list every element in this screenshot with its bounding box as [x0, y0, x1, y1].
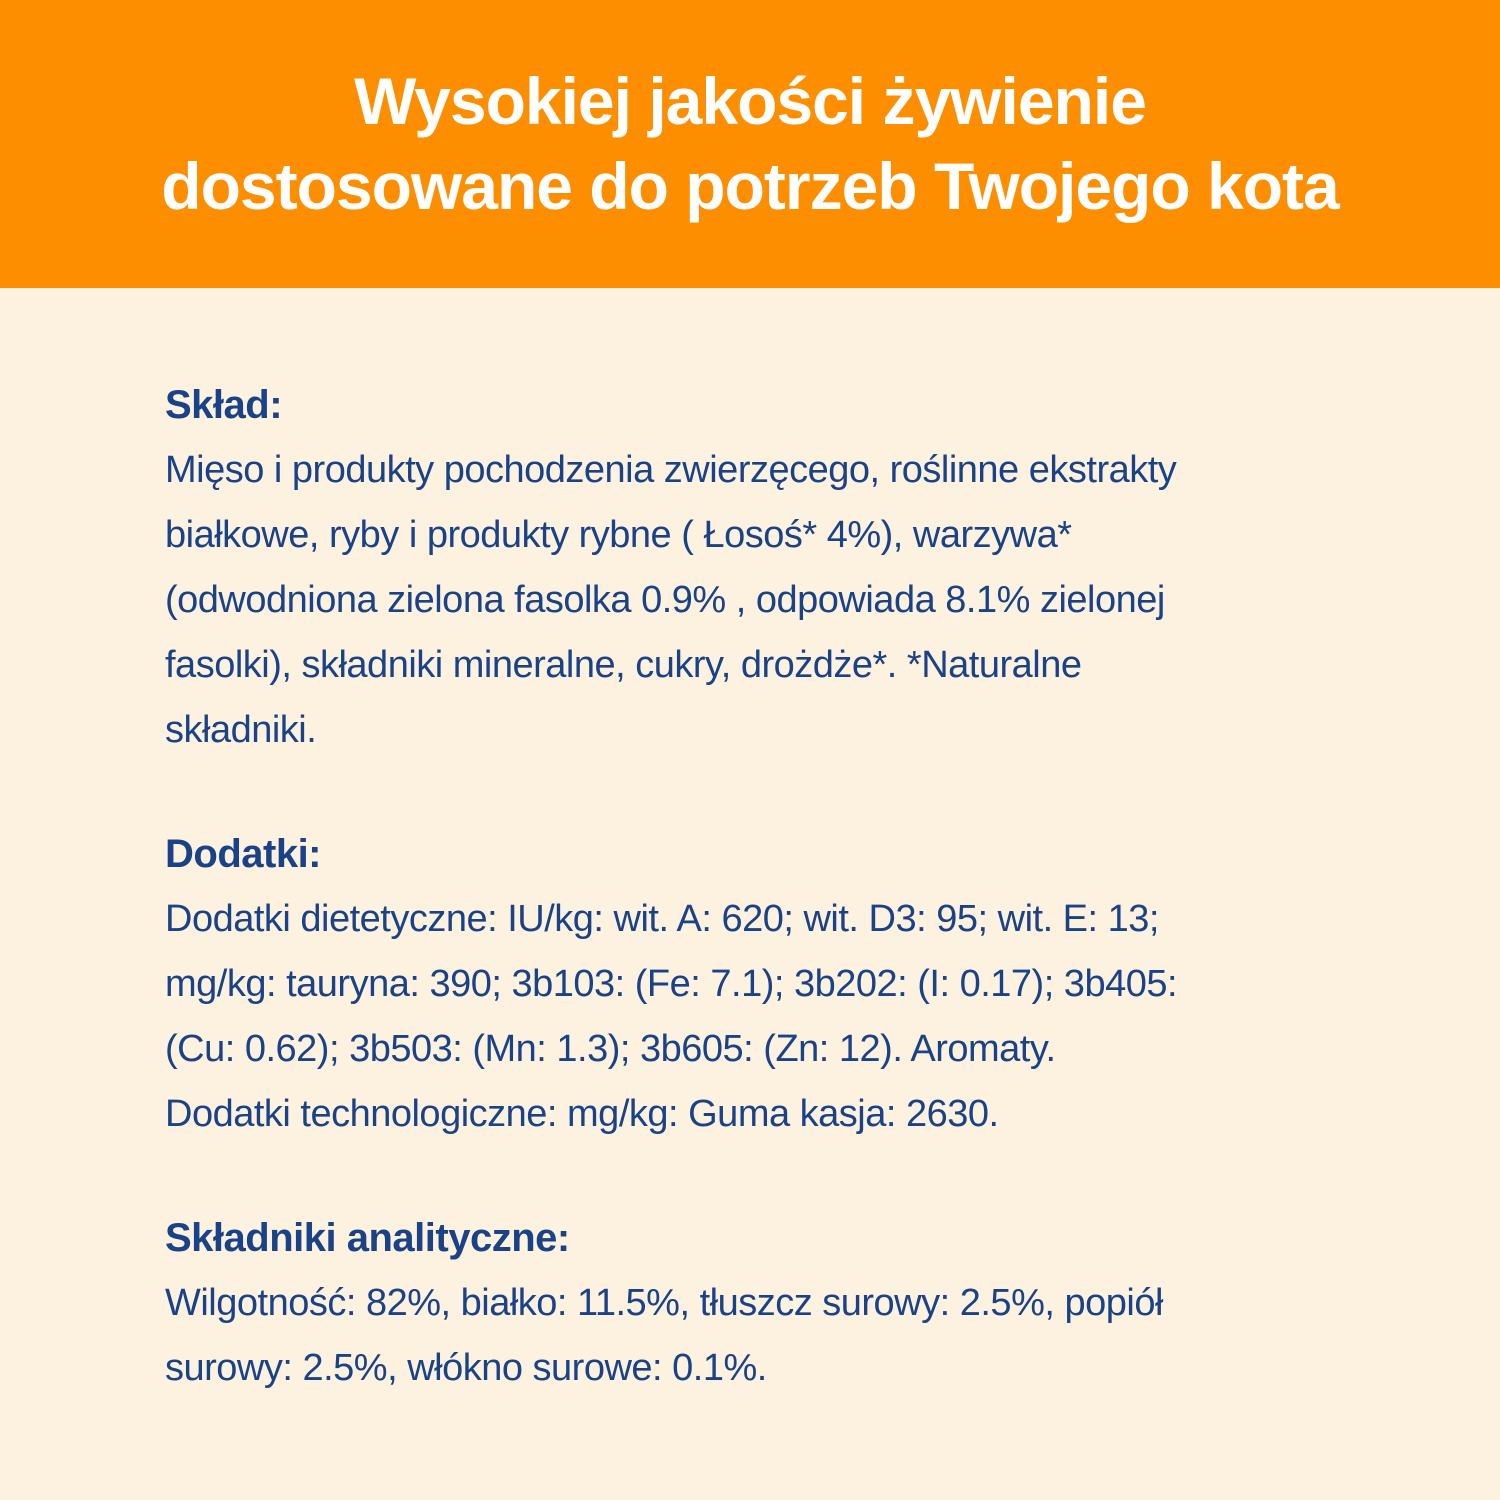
- page-title: Wysokiej jakości żywienie dostosowane do…: [161, 64, 1339, 223]
- analytical-components-heading: Składniki analityczne:: [165, 1216, 570, 1260]
- additives-text: Dodatki dietetyczne: IU/kg: wit. A: 620;…: [165, 898, 1178, 1135]
- product-info-content: Skład: Mięso i produkty pochodzenia zwie…: [0, 288, 1500, 1401]
- section-analytical-components: Składniki analityczne: Wilgotność: 82%, …: [165, 1206, 1410, 1401]
- ingredients-heading: Skład:: [165, 383, 283, 427]
- ingredients-text: Mięso i produkty pochodzenia zwierzęcego…: [165, 449, 1177, 751]
- header-banner: Wysokiej jakości żywienie dostosowane do…: [0, 0, 1500, 288]
- analytical-components-text: Wilgotność: 82%, białko: 11.5%, tłuszcz …: [165, 1282, 1163, 1389]
- additives-heading: Dodatki:: [165, 832, 322, 876]
- section-additives: Dodatki: Dodatki dietetyczne: IU/kg: wit…: [165, 822, 1410, 1147]
- section-ingredients: Skład: Mięso i produkty pochodzenia zwie…: [165, 373, 1410, 763]
